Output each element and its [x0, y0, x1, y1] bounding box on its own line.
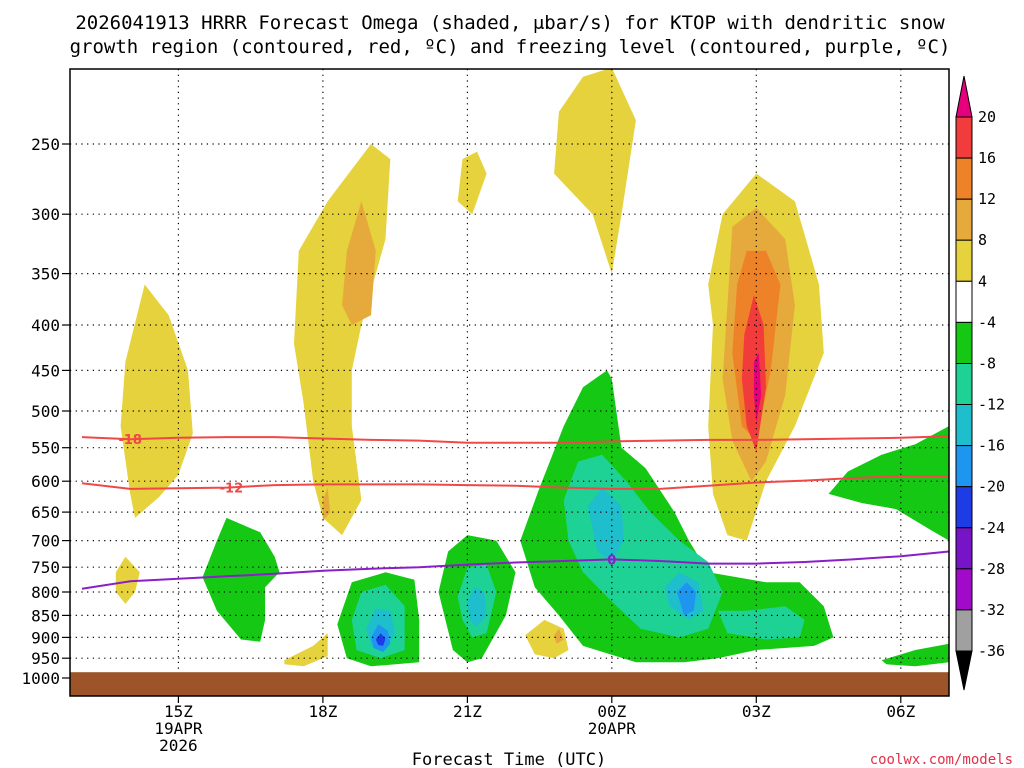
- dgz-contour-0-label: -18: [118, 433, 142, 448]
- x-tick-label-2-1: 19APR: [154, 719, 203, 738]
- colorbar-label--32: -32: [978, 601, 1005, 619]
- colorbar-bin-12: [955, 609, 973, 652]
- omega-region-27: [467, 587, 487, 627]
- omega-region-7: [525, 619, 569, 659]
- dgz-contour-1-line: [81, 475, 949, 490]
- colorbar-label--36: -36: [978, 642, 1005, 660]
- omega-region-31: [676, 582, 697, 616]
- y-tick-label-600: 600: [31, 472, 60, 491]
- dgz-contour-1-label: -12: [220, 482, 244, 497]
- colorbar-label-12: 12: [978, 190, 996, 208]
- colorbar-label--20: -20: [978, 478, 1005, 496]
- colorbar: 20 16 12 8 4 -4 -8 -12 -16 -20 -24 -28 -32 -36: [955, 75, 1005, 691]
- x-tick-label-8-0: 21Z: [453, 702, 482, 721]
- omega-region-10: [554, 628, 564, 644]
- colorbar-bin-6: [955, 363, 973, 406]
- ground-below-surface: [70, 672, 949, 696]
- omega-region-6: [284, 633, 328, 667]
- chart-title-line-2: growth region (contoured, red, ºC) and f…: [70, 36, 951, 58]
- pressure-gridlines: [70, 69, 949, 696]
- colorbar-bin-0: [955, 116, 973, 159]
- y-tick-label-700: 700: [31, 532, 60, 551]
- colorbar-bin-1: [955, 157, 973, 200]
- colorbar-label--16: -16: [978, 437, 1005, 455]
- omega-region-21: [881, 643, 949, 667]
- x-axis-title: Forecast Time (UTC): [412, 750, 606, 768]
- x-tick-label-17-0: 06Z: [886, 702, 915, 721]
- colorbar-top-triangle: [955, 75, 973, 118]
- colorbar-label-4: 4: [978, 272, 987, 290]
- y-tick-label-650: 650: [31, 503, 60, 522]
- colorbar-bin-2: [955, 198, 973, 241]
- omega-region-25: [717, 606, 805, 640]
- y-tick-label-750: 750: [31, 558, 60, 577]
- dgz-contour-0-line: [81, 435, 949, 444]
- colorbar-bin-9: [955, 486, 973, 529]
- omega-region-4: [554, 69, 636, 274]
- y-tick-label-350: 350: [31, 265, 60, 284]
- y-tick-label-850: 850: [31, 606, 60, 625]
- chart-title-line-1: 2026041913 HRRR Forecast Omega (shaded, …: [75, 12, 945, 34]
- colorbar-bin-4: [955, 280, 973, 323]
- colorbar-label--8: -8: [978, 355, 996, 373]
- colorbar-label--4: -4: [978, 313, 996, 331]
- colorbar-bin-5: [955, 321, 973, 364]
- y-tick-label-1000: 1000: [21, 669, 60, 688]
- colorbar-label--12: -12: [978, 396, 1005, 414]
- x-tick-label-11-0: 00Z: [597, 702, 626, 721]
- colorbar-bottom-triangle: [955, 650, 973, 691]
- y-tick-label-950: 950: [31, 649, 60, 668]
- plot-area: -18 -12 0: [69, 68, 950, 697]
- colorbar-bin-11: [955, 568, 973, 611]
- colorbar-bin-3: [955, 239, 973, 282]
- omega-region-28: [587, 487, 624, 562]
- plot-frame: [69, 68, 950, 697]
- colorbar-label--28: -28: [978, 560, 1005, 578]
- y-tick-label-550: 550: [31, 439, 60, 458]
- colorbar-label--24: -24: [978, 519, 1005, 537]
- omega-region-14: [753, 352, 762, 423]
- omega-region-3: [457, 151, 487, 215]
- y-tick-label-500: 500: [31, 402, 60, 421]
- freezing-contour-0-line: [81, 550, 949, 590]
- y-tick-label-450: 450: [31, 361, 60, 380]
- x-tick-label-14-0: 03Z: [742, 702, 771, 721]
- omega-region-9: [322, 487, 331, 521]
- y-tick-label-900: 900: [31, 628, 60, 647]
- omega-region-32: [375, 633, 386, 646]
- colorbar-label-16: 16: [978, 149, 996, 167]
- x-tick-label-5-0: 18Z: [308, 702, 337, 721]
- omega-region-8: [342, 201, 376, 325]
- y-tick-label-400: 400: [31, 316, 60, 335]
- colorbar-label-8: 8: [978, 231, 987, 249]
- x-tick-label-2-0: 15Z: [164, 702, 193, 721]
- x-tick-label-2-2: 2026: [159, 736, 198, 755]
- colorbar-bin-8: [955, 445, 973, 488]
- colorbar-label-20: 20: [978, 108, 996, 126]
- y-tick-label-250: 250: [31, 135, 60, 154]
- colorbar-bin-10: [955, 527, 973, 570]
- freezing-contour-0-label: 0: [607, 553, 616, 568]
- omega-region-19: [520, 370, 834, 663]
- site-credit[interactable]: coolwx.com/models: [870, 752, 1013, 768]
- x-tick-label-11-1: 20APR: [588, 719, 637, 738]
- omega-region-0: [120, 284, 193, 518]
- temperature-contours: -18 -12 0: [81, 433, 949, 590]
- y-tick-label-800: 800: [31, 583, 60, 602]
- y-tick-label-300: 300: [31, 205, 60, 224]
- omega-region-20: [828, 426, 949, 541]
- y-axis: 250 300 350 400 450 500 550 600 650 700 750 800 850 9…: [21, 135, 70, 688]
- omega-region-16: [202, 517, 280, 642]
- colorbar-bin-7: [955, 404, 973, 447]
